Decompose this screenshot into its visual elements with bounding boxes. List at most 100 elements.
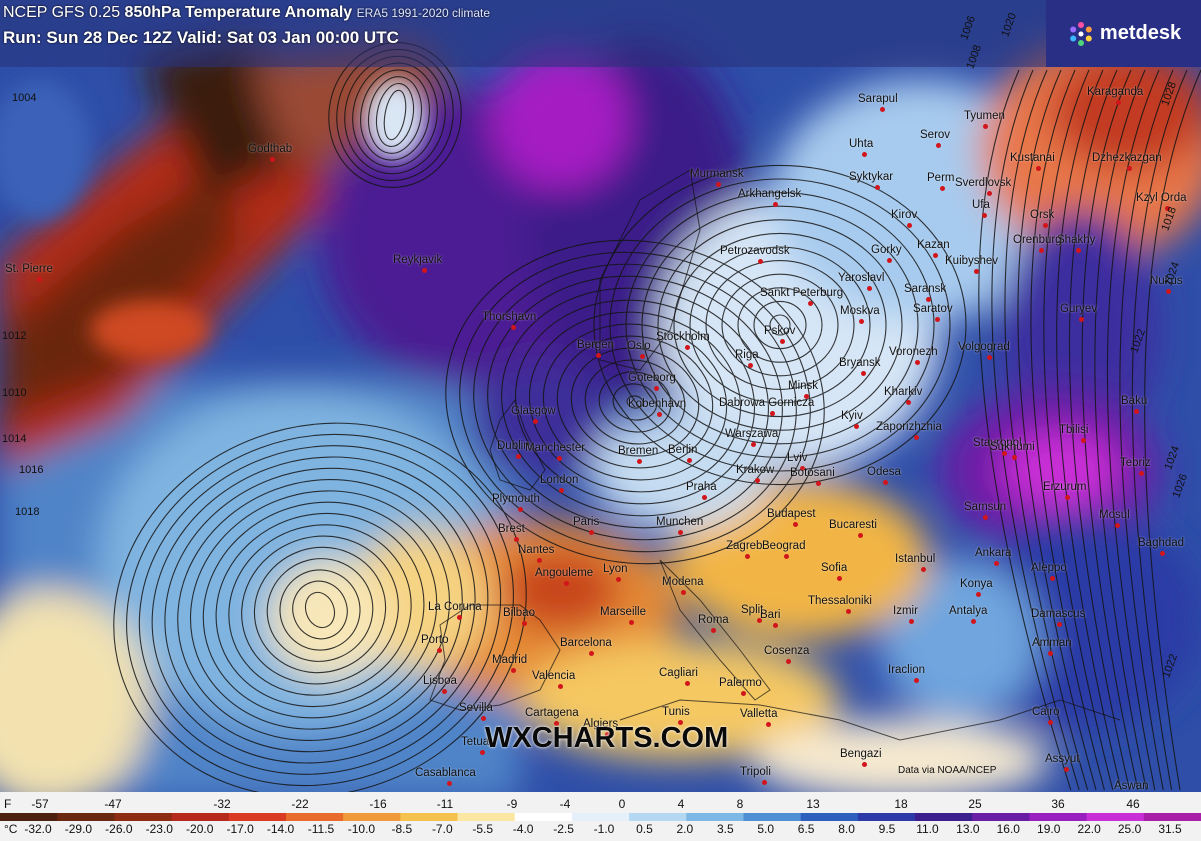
city-marker [1056,622,1062,627]
city-label: Roma [698,614,729,626]
city-label: Lisboa [423,675,457,687]
city-marker [481,716,487,721]
legend-color-swatch [514,813,573,821]
isobar-line [514,299,756,505]
city-label: Sukhumi [990,441,1035,453]
isobar-line [609,178,951,472]
model-name: NCEP GFS 0.25 [3,4,121,21]
city-label: Bucaresti [829,519,877,531]
city-marker [804,394,809,399]
city-label: Thorshavn [482,311,537,323]
city-label: Saratov [913,303,953,315]
city-label: Stavropol [973,437,1022,449]
city-label: Valletta [740,708,778,720]
city-label: Moskva [840,305,880,317]
city-marker [786,659,792,664]
city-label: Damascus [1031,608,1086,620]
city-marker [750,442,756,447]
fahrenheit-tick: 8 [736,797,744,811]
metdesk-flower-icon [1070,21,1092,46]
city-label: Split [741,604,764,616]
celsius-tick: 0.5 [636,822,653,836]
city-marker [909,619,914,624]
city-marker [986,355,992,360]
legend-color-swatch [972,813,1030,821]
city-label: Aleppo [1031,562,1067,574]
isobar-line [487,275,783,529]
fahrenheit-tick: 36 [1051,797,1065,811]
city-marker [994,561,1000,566]
legend-color-swatch [857,813,916,821]
isobar-line [753,300,807,350]
isobar-line [737,287,823,363]
isobar-line [657,219,903,431]
city-marker [770,411,776,416]
city-label: Lyon [603,563,628,575]
color-legend: F -57 -47 -32 -22 -16 -11 -9 -4 0 4 8 13 18 25 36 46 °C… [0,792,1201,841]
city-label: Palermo [719,677,762,689]
fahrenheit-tick: 25 [968,797,982,811]
city-marker [1081,438,1087,443]
legend-color-swatch [171,813,230,821]
city-marker [517,507,523,512]
fahrenheit-tick: 13 [806,797,820,811]
fahrenheit-tick: 46 [1126,797,1140,811]
celsius-tick: 2.0 [676,822,694,836]
city-label: Kharkiv [884,386,923,398]
city-label: Oslo [627,340,651,352]
celsius-tick: 11.0 [916,822,939,836]
celsius-tick: -2.5 [553,822,574,836]
isobar-line [1094,69,1147,791]
city-marker [983,515,989,520]
city-label: Ufa [972,199,990,211]
city-marker [1115,100,1121,105]
isobar-line [1056,69,1122,791]
legend-color-swatch [1029,813,1088,821]
city-marker [684,345,690,350]
city-label: Brest [498,523,525,535]
isobar-line [1068,69,1131,791]
city-marker [987,191,992,196]
city-label: Cartagena [525,707,579,719]
city-marker [866,286,872,291]
city-marker [755,478,761,483]
city-label: Bilbao [503,607,535,619]
city-marker [773,202,779,207]
city-marker [837,576,842,581]
run-valid-line: Run: Sun 28 Dec 12Z Valid: Sat 03 Jan 00… [3,28,399,47]
data-source-note: Data via NOAA/NCEP [898,765,997,776]
isobar-line [360,69,430,161]
city-label: Murmansk [690,168,744,180]
metdesk-logo[interactable]: metdesk [1046,0,1201,67]
city-label: Sarapul [858,93,898,105]
city-marker [1042,223,1048,228]
city-label: Tyumen [964,110,1005,122]
fahrenheit-tick: -47 [104,797,122,811]
isobar-line [383,89,407,141]
city-label: Thessaloniki [808,595,872,607]
celsius-tick: -8.5 [391,822,413,836]
legend-color-swatch [743,813,802,821]
legend-color-bar [0,813,1201,821]
city-label: Beograd [762,540,806,552]
legend-color-swatch [686,813,744,821]
city-label: Zaporizhzhia [876,421,942,433]
city-label: Tbilisi [1059,424,1089,436]
city-label: Bergen [577,339,615,351]
isobar-line [978,69,1072,791]
celsius-tick: 8.0 [838,822,855,836]
city-marker [637,459,643,464]
fahrenheit-tick: -16 [369,797,387,811]
celsius-tick: -14.0 [266,822,295,836]
isobar-line [1144,69,1201,791]
isobar-label: 1016 [19,464,44,476]
isobar-line [570,347,700,457]
city-label: Tetuan [461,736,496,748]
isobar-label: 1010 [2,387,27,399]
city-marker [758,259,764,264]
celsius-tick: -17.0 [226,822,254,836]
city-marker [857,533,863,538]
city-label: Arkhangelsk [738,188,802,200]
city-marker [973,269,979,274]
city-marker [913,678,919,683]
